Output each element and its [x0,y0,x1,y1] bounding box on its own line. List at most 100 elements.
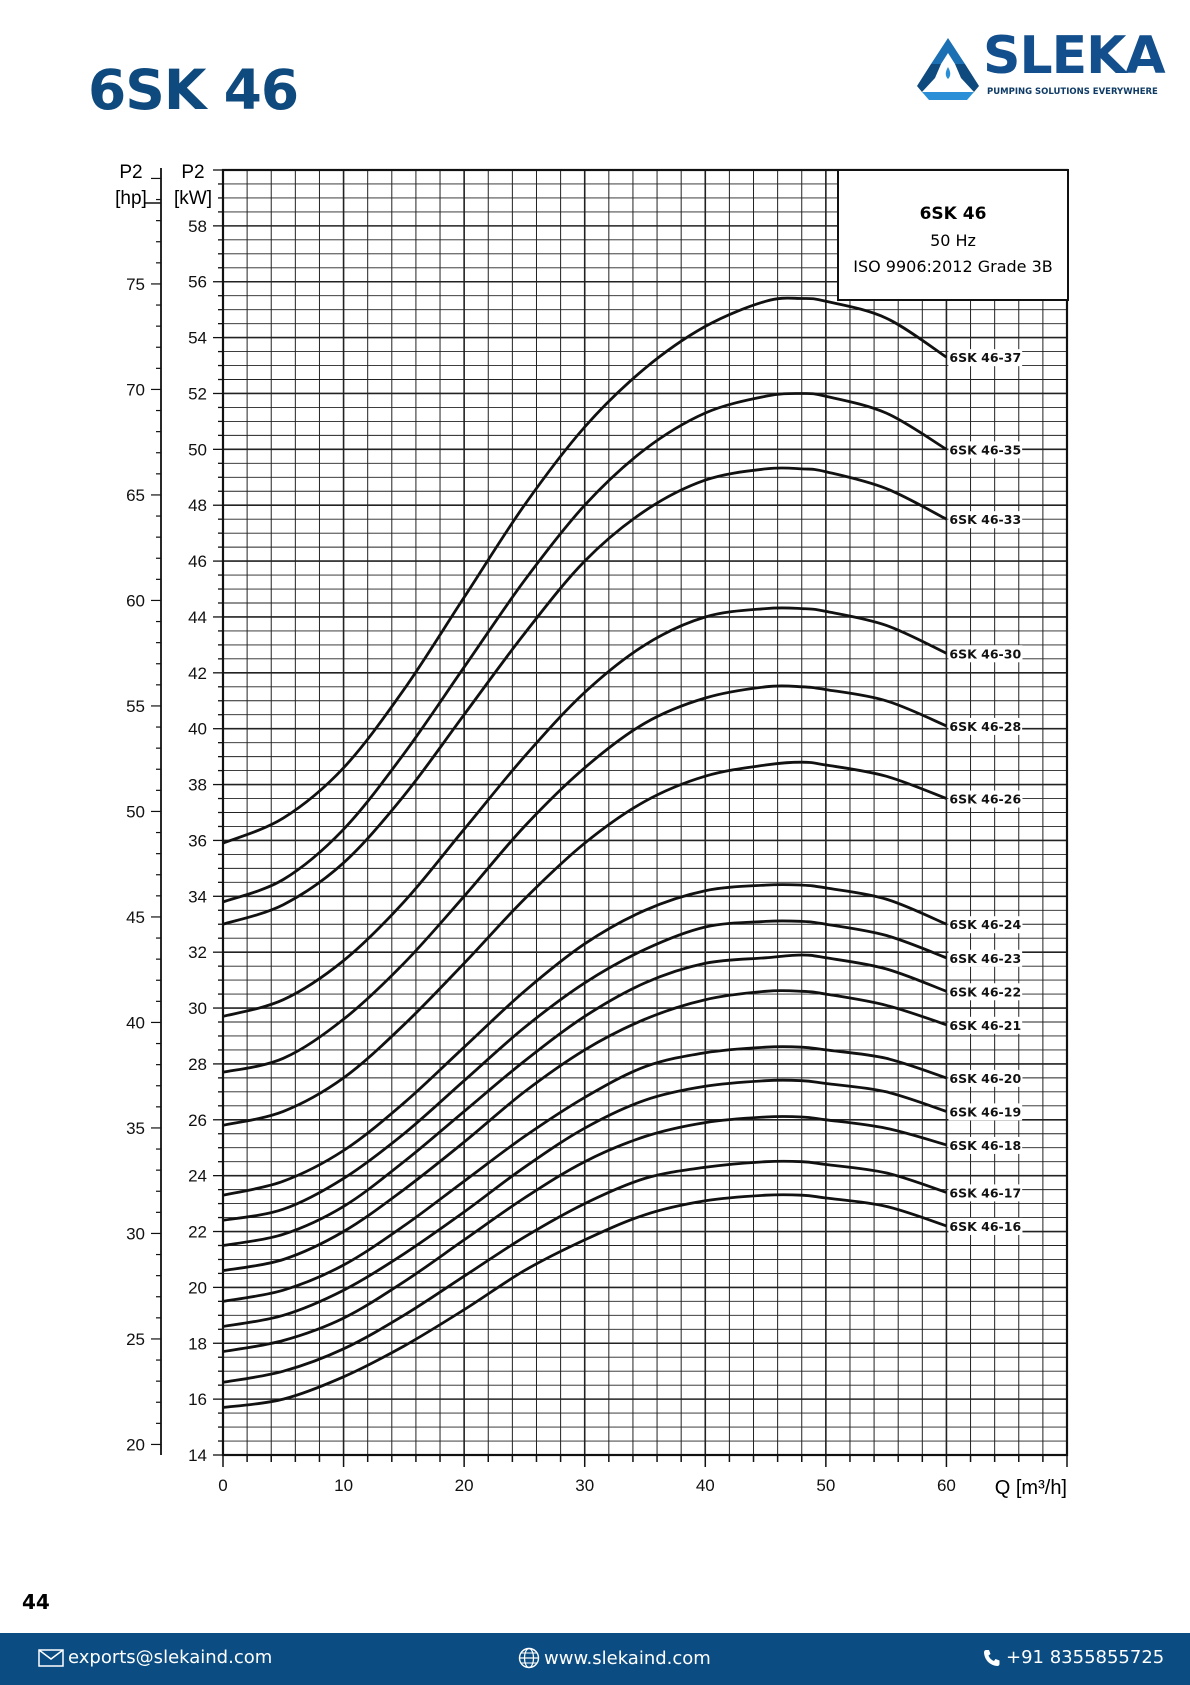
hp-tick-label: 30 [126,1224,145,1243]
curve-6sk-46-16 [222,1193,947,1409]
series-label: 6SK 46-24 [949,917,1021,932]
kw-tick-label: 16 [188,1390,207,1409]
series-label-background [948,983,1023,1001]
hp-tick-label: 45 [126,908,145,927]
footer-phone[interactable]: +91 8355855725 [982,1647,1164,1668]
series-label: 6SK 46-20 [949,1071,1021,1086]
series-label: 6SK 46-19 [949,1104,1021,1119]
series-label-background [948,1136,1023,1154]
legend-frequency: 50 Hz [930,231,976,250]
series-label: 6SK 46-35 [949,442,1021,457]
x-tick-label: 10 [334,1476,353,1495]
page-title: 6SK 46 [88,58,299,122]
curve-6sk-46-24 [222,883,947,1197]
kw-tick-label: 46 [188,552,207,571]
phone-icon [984,1649,1000,1666]
x-tick-label: 30 [575,1476,594,1495]
chart-curves [222,296,948,1409]
curve-6sk-46-20 [222,1045,947,1303]
chart-axes: 0 10 20 30 40 50 60 14 16 18 20 22 24 26 28 30 32 34 36 38 4… [126,168,1068,1495]
kw-tick-label: 28 [188,1055,207,1074]
kw-tick-label: 44 [188,608,207,627]
series-label: 6SK 46-33 [949,512,1021,527]
kw-tick-label: 36 [188,831,207,850]
kw-tick-label: 50 [188,440,207,459]
hp-tick-label: 75 [126,275,145,294]
series-label-background [948,441,1023,459]
series-label-background [948,1103,1023,1121]
series-label-background [948,916,1023,934]
series-label-background [948,1217,1023,1235]
x-tick-label: 60 [937,1476,956,1495]
series-label-background [948,511,1023,529]
series-label: 6SK 46-28 [949,719,1021,734]
hp-tick-label: 35 [126,1119,145,1138]
series-label: 6SK 46-18 [949,1138,1021,1153]
kw-tick-label: 58 [188,217,207,236]
series-label-background [948,790,1023,808]
curve-6sk-46-37 [222,296,948,845]
kw-tick-label: 42 [188,664,207,683]
hp-tick-label: 40 [126,1013,145,1032]
x-tick-label: 20 [455,1476,474,1495]
hp-tick-label: 50 [126,802,145,821]
hp-tick-label: 55 [126,697,145,716]
kw-tick-label: 20 [188,1278,207,1297]
hp-tick-label: 65 [126,486,145,505]
curve-6sk-46-26 [222,760,947,1127]
kw-tick-label: 32 [188,943,207,962]
series-label-background [948,717,1023,735]
chart-labels: 6SK 46-37 6SK 46-35 6SK 46-33 6SK 46-30 6SK … [948,349,1023,1235]
legend-standard: ISO 9906:2012 Grade 3B [853,257,1053,276]
curve-6sk-46-18 [222,1115,947,1353]
footer-website-text[interactable]: www.slekaind.com [544,1647,711,1669]
x-tick-label: 40 [696,1476,715,1495]
page-number: 44 [22,1590,50,1614]
footer-website[interactable]: www.slekaind.com [518,1647,711,1669]
logo-tagline: PUMPING SOLUTIONS EVERYWHERE [987,87,1158,97]
x-tick-label: 0 [218,1476,227,1495]
hp-tick-label: 60 [126,591,145,610]
footer-phone-text[interactable]: +91 8355855725 [1006,1647,1165,1668]
curve-6sk-46-30 [222,606,947,1018]
kw-tick-label: 14 [188,1446,207,1465]
kw-tick-label: 30 [188,999,207,1018]
footer-email[interactable]: exports@slekaind.com [38,1647,272,1668]
kw-tick-label: 52 [188,384,207,403]
kw-tick-label: 48 [188,496,207,515]
kw-tick-label: 56 [188,273,207,292]
globe-icon [518,1647,540,1669]
kw-axis-title-unit: [kW] [174,188,212,209]
footer-email-text[interactable]: exports@slekaind.com [68,1647,273,1668]
series-label: 6SK 46-23 [949,951,1021,966]
footer-bar: exports@slekaind.com www.slekaind.com +9… [0,1633,1190,1685]
kw-tick-label: 38 [188,776,207,795]
hp-tick-label: 20 [126,1435,145,1454]
kw-tick-label: 18 [188,1334,207,1353]
sleka-logo: SLEKA PUMPING SOLUTIONS EVERYWHERE [915,30,1166,104]
curve-6sk-46-21 [222,989,947,1272]
curve-6sk-46-35 [222,392,948,904]
axis-titles: P2 [hp] P2 [kW] Q [m³/h] [115,162,1067,1499]
kw-tick-label: 26 [188,1111,207,1130]
series-label: 6SK 46-17 [949,1185,1021,1200]
legend-box: 6SK 46 50 Hz ISO 9906:2012 Grade 3B [837,169,1069,301]
kw-tick-label: 54 [188,329,207,348]
series-label: 6SK 46-16 [949,1219,1021,1234]
curve-6sk-46-19 [222,1078,947,1328]
kw-axis-title-top: P2 [181,162,204,183]
hp-tick-label: 70 [126,380,145,399]
hp-tick-label: 25 [126,1330,145,1349]
series-label-background [948,1184,1023,1202]
series-label-background [948,349,1023,367]
series-label: 6SK 46-21 [949,1018,1021,1033]
curve-6sk-46-22 [222,953,947,1247]
logo-mark-icon [917,38,979,100]
series-label-background [948,1016,1023,1034]
hp-axis-title-top: P2 [119,162,142,183]
x-axis-title: Q [m³/h] [995,1477,1067,1499]
curve-6sk-46-28 [222,684,947,1074]
power-curve-chart: 0 10 20 30 40 50 60 14 16 18 20 22 24 26 28 30 32 34 36 38 4… [115,162,1069,1499]
series-label-background [948,949,1023,967]
legend-title: 6SK 46 [920,204,987,224]
